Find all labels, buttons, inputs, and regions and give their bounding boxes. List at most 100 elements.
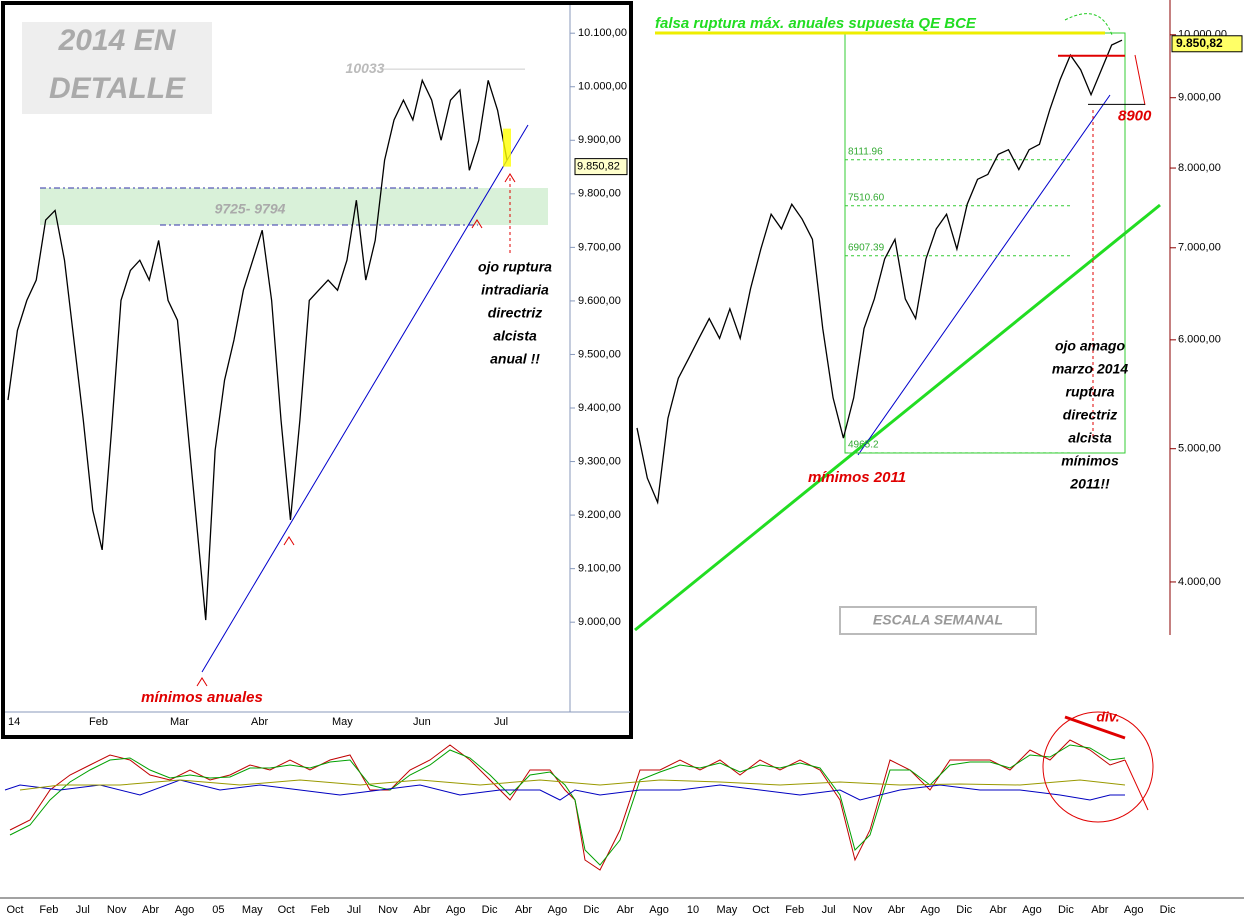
- x-tick-label: Mar: [170, 716, 189, 728]
- x-tick-label: 05: [212, 904, 224, 916]
- y-tick-label: 4.000,00: [1178, 576, 1221, 588]
- osc-green: [9, 744, 1126, 866]
- x-tick-label: Abr: [515, 904, 532, 916]
- y-tick-label: 9.300,00: [578, 455, 621, 467]
- x-tick-label: Nov: [107, 904, 127, 916]
- long-trendline: [634, 203, 1161, 632]
- zone-label: 9725- 9794: [215, 201, 286, 217]
- last-label: 9.850,82: [1176, 36, 1223, 50]
- x-tick-label: Feb: [39, 904, 58, 916]
- support-label: 8900: [1118, 107, 1152, 124]
- weekly-title: falsa ruptura máx. anuales supuesta QE B…: [655, 15, 977, 32]
- x-tick-label: Dic: [482, 904, 498, 916]
- x-tick-label: Abr: [142, 904, 159, 916]
- title-box: [22, 22, 212, 114]
- x-tick-label: Feb: [311, 904, 330, 916]
- inset-title: DETALLE: [49, 72, 186, 105]
- x-tick-label: Ago: [1022, 904, 1042, 916]
- trendline-2011: [857, 94, 1111, 456]
- note-line: 2011!!: [1069, 476, 1110, 492]
- note-line: anual !!: [490, 351, 540, 367]
- x-tick-label: Feb: [785, 904, 804, 916]
- div-line: [1064, 715, 1126, 740]
- y-tick-label: 9.200,00: [578, 509, 621, 521]
- scale-box: [839, 606, 1037, 635]
- x-tick-label: Jun: [413, 716, 431, 728]
- y-tick-label: 9.600,00: [578, 295, 621, 307]
- note-line: directriz: [1063, 407, 1117, 423]
- y-tick-label: 10.100,00: [578, 27, 627, 39]
- div-circle: [1042, 711, 1154, 823]
- last-label: 9.850,82: [577, 161, 620, 173]
- oscillator: [4, 711, 1154, 871]
- inset-low-label: mínimos anuales: [141, 689, 263, 706]
- note-line: ojo ruptura: [478, 259, 552, 275]
- x-tick-label: Oct: [278, 904, 295, 916]
- x-tick-label: Ago: [649, 904, 669, 916]
- x-tick-label: Jul: [347, 904, 361, 916]
- high-label: 10033: [346, 60, 385, 76]
- y-tick-label: 6.000,00: [1178, 334, 1221, 346]
- fib-label: 4965.2: [848, 440, 879, 451]
- scale-label: ESCALA SEMANAL: [873, 612, 1003, 628]
- y-tick-label: 9.000,00: [578, 616, 621, 628]
- curve-arrow: [1064, 13, 1113, 36]
- x-tick-label: Nov: [853, 904, 873, 916]
- x-tick-label: 10: [687, 904, 699, 916]
- note-line: alcista: [493, 328, 537, 344]
- x-tick-label: May: [717, 904, 738, 916]
- x-tick-label: Feb: [89, 716, 108, 728]
- div-arrow: [1124, 759, 1149, 811]
- x-tick-label: Dic: [1160, 904, 1176, 916]
- y-tick-label: 9.100,00: [578, 563, 621, 575]
- x-tick-label: Ago: [446, 904, 466, 916]
- y-tick-label: 5.000,00: [1178, 443, 1221, 455]
- last-box: [574, 158, 628, 176]
- x-tick-label: Ago: [921, 904, 941, 916]
- x-tick-label: Jul: [494, 716, 508, 728]
- x-tick-label: 14: [8, 716, 20, 728]
- note-line: alcista: [1068, 430, 1112, 446]
- x-tick-label: Oct: [752, 904, 769, 916]
- fib-label: 6907.39: [848, 242, 885, 253]
- x-tick-label: May: [242, 904, 263, 916]
- osc-red: [9, 739, 1126, 871]
- note-line: ojo amago: [1055, 338, 1125, 354]
- y-tick-label: 9.000,00: [1178, 92, 1221, 104]
- inset-title: 2014 EN: [58, 24, 177, 57]
- y-tick-label: 8.000,00: [1178, 162, 1221, 174]
- x-tick-label: Dic: [583, 904, 599, 916]
- x-tick-label: Jul: [822, 904, 836, 916]
- x-tick-label: Abr: [1091, 904, 1108, 916]
- osc-blue: [4, 779, 1125, 801]
- x-tick-label: Abr: [413, 904, 430, 916]
- zone-band: [40, 188, 548, 225]
- note-line: directriz: [488, 305, 542, 321]
- x-tick-label: Abr: [251, 716, 268, 728]
- y-tick-label: 9.400,00: [578, 402, 621, 414]
- weekly-low-label: mínimos 2011: [808, 469, 906, 486]
- x-tick-label: Ago: [1124, 904, 1144, 916]
- div-label: div.: [1096, 709, 1119, 725]
- y-tick-label: 9.800,00: [578, 188, 621, 200]
- note-line: intradiaria: [481, 282, 549, 298]
- note-line: ruptura: [1066, 384, 1115, 400]
- x-tick-label: Oct: [6, 904, 23, 916]
- note-line: mínimos: [1061, 453, 1119, 469]
- x-tick-label: Abr: [888, 904, 905, 916]
- x-tick-label: Nov: [378, 904, 398, 916]
- fib-label: 8111.96: [848, 146, 883, 157]
- price-line: [7, 78, 508, 621]
- last-box: [1171, 35, 1243, 53]
- inset: 2014 EN DETALLE 9725- 9794 mínimos anual…: [1, 1, 633, 739]
- inset-frame: [1, 1, 633, 739]
- y-tick-label: 9.700,00: [578, 241, 621, 253]
- x-tick-label: May: [332, 716, 353, 728]
- note-line: marzo 2014: [1052, 361, 1128, 377]
- red-pointer: [1134, 54, 1146, 106]
- y-tick-label: 10.000,00: [578, 81, 627, 93]
- x-tick-label: Abr: [990, 904, 1007, 916]
- y-tick-label: 7.000,00: [1178, 242, 1221, 254]
- x-tick-label: Dic: [1058, 904, 1074, 916]
- last-bar: [503, 128, 511, 167]
